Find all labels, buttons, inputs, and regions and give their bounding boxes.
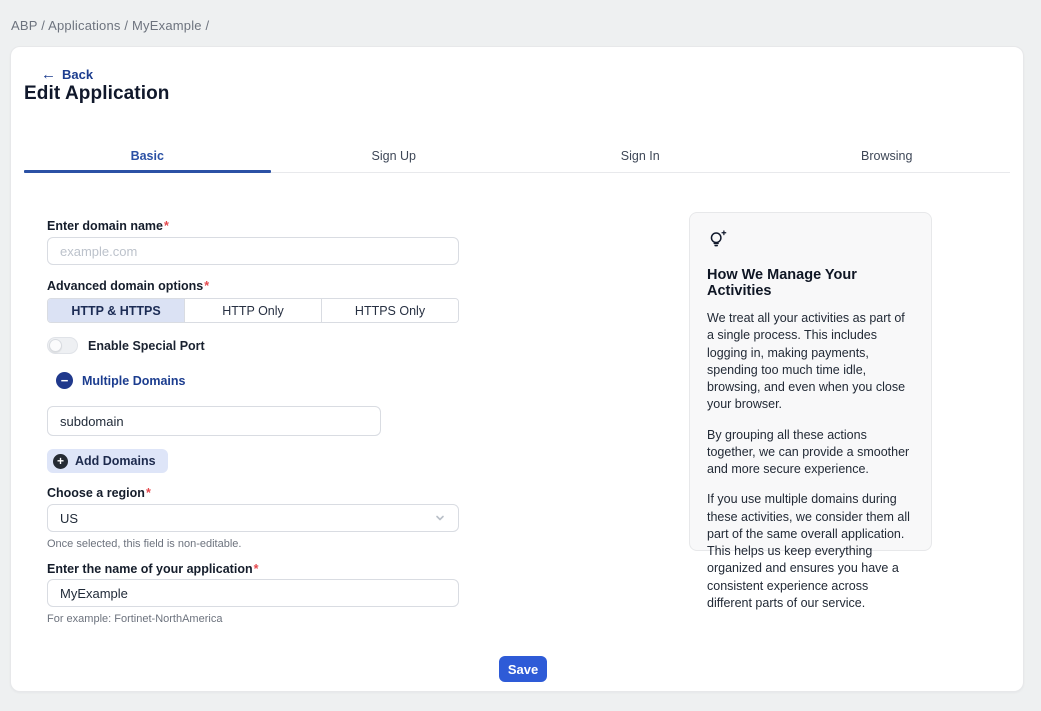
domain-name-input[interactable] [47,237,459,265]
page-title: Edit Application [24,83,170,104]
tab-basic[interactable]: Basic [24,140,271,173]
lightbulb-icon [707,230,728,254]
required-asterisk: * [253,562,259,576]
domain-name-label: Enter domain name* [47,219,169,233]
multiple-domains-toggle[interactable]: − Multiple Domains [56,372,185,389]
special-port-row: Enable Special Port [47,337,205,354]
toggle-knob [49,339,62,352]
back-arrow-icon: ← [41,66,56,83]
app-name-label: Enter the name of your application* [47,562,259,576]
option-http-https[interactable]: HTTP & HTTPS [48,299,185,322]
advanced-options-label: Advanced domain options* [47,279,210,293]
option-https-only[interactable]: HTTPS Only [322,299,458,322]
add-domains-label: Add Domains [75,454,156,468]
add-domains-button[interactable]: + Add Domains [47,449,168,473]
tab-sign-up[interactable]: Sign Up [371,149,416,163]
required-asterisk: * [164,219,169,233]
chevron-down-icon [434,512,446,524]
special-port-toggle[interactable] [47,337,78,354]
special-port-label: Enable Special Port [88,338,205,353]
edit-application-card: ← Back Edit Application Basic Sign Up Si… [10,46,1024,692]
breadcrumb[interactable]: ABP / Applications / MyExample / [11,18,210,33]
back-label: Back [62,67,94,82]
region-helper-text: Once selected, this field is non-editabl… [47,538,242,550]
info-paragraph: We treat all your activities as part of … [707,311,906,412]
plus-circle-icon: + [53,453,68,469]
tab-bar: Basic Sign Up Sign In Browsing [24,140,1010,173]
required-asterisk: * [145,486,151,500]
multiple-domains-label: Multiple Domains [82,373,186,388]
region-select[interactable]: US [47,504,459,532]
protocol-segmented-control: HTTP & HTTPS HTTP Only HTTPS Only [47,298,459,323]
minus-circle-icon[interactable]: − [56,372,73,389]
subdomain-input[interactable] [47,406,381,436]
tab-sign-in[interactable]: Sign In [620,149,660,163]
required-asterisk: * [204,279,210,293]
region-value: US [60,510,79,526]
region-label: Choose a region* [47,486,151,500]
back-button[interactable]: ← Back [41,67,93,82]
info-paragraph: By grouping all these actions together, … [707,427,910,477]
app-name-input[interactable] [47,579,459,607]
option-http-only[interactable]: HTTP Only [185,299,322,322]
tab-browsing[interactable]: Browsing [861,149,913,163]
info-panel: How We Manage Your Activities We treat a… [689,212,932,610]
app-name-helper-text: For example: Fortinet-NorthAmerica [47,613,223,625]
info-paragraph: If you use multiple domains during these… [707,492,910,610]
info-panel-title: How We Manage Your Activities [707,267,857,299]
save-button[interactable]: Save [499,656,547,682]
